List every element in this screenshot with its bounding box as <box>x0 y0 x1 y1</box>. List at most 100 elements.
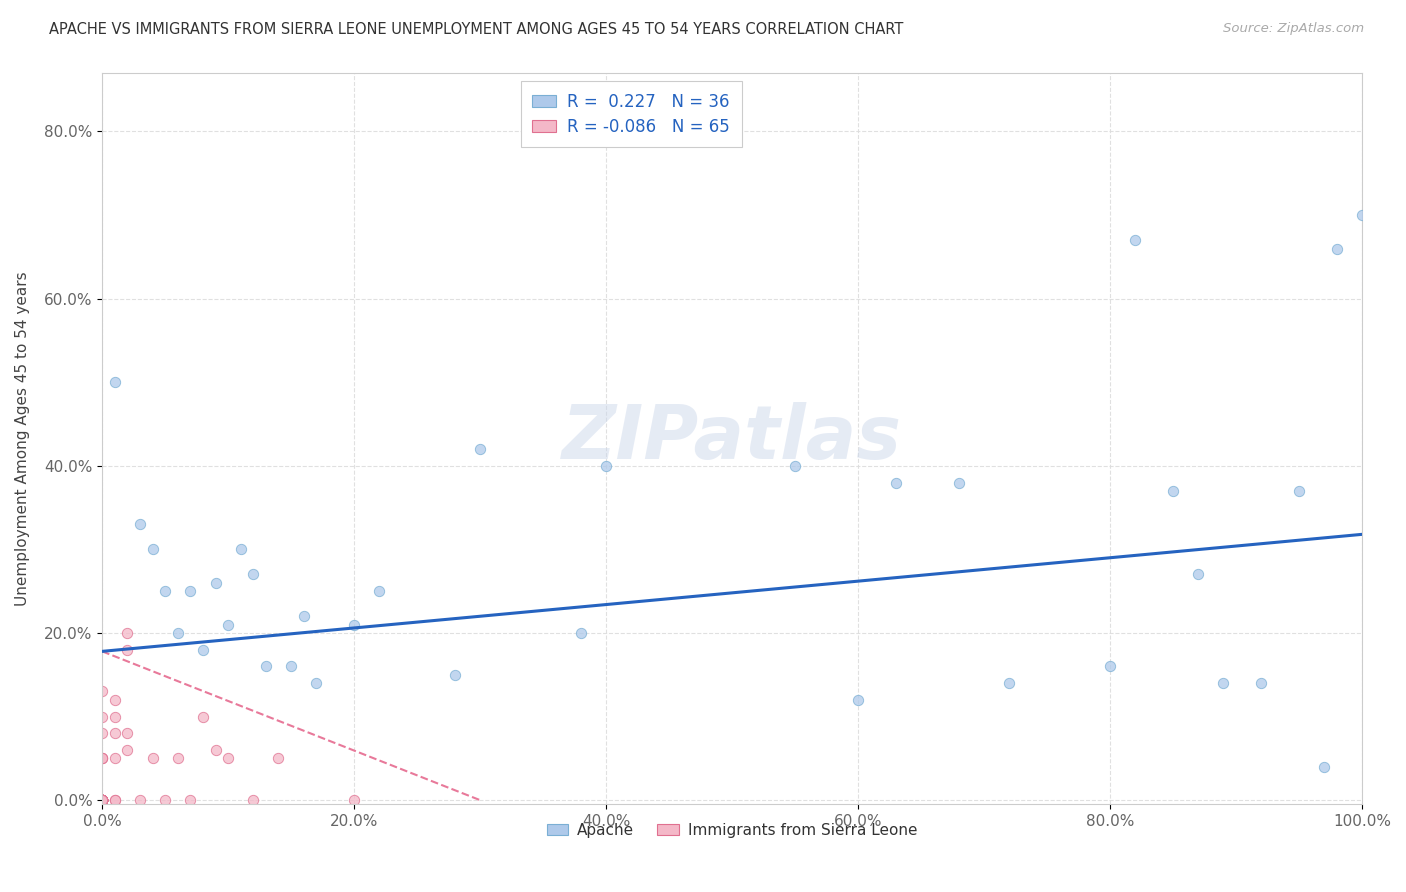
Point <box>91 793 114 807</box>
Point <box>117 642 139 657</box>
Point <box>179 584 201 599</box>
Point <box>91 709 114 723</box>
Text: ZIPatlas: ZIPatlas <box>562 402 903 475</box>
Point <box>217 617 239 632</box>
Point <box>91 751 114 765</box>
Point <box>91 793 114 807</box>
Point <box>91 793 114 807</box>
Point <box>91 793 114 807</box>
Point <box>191 709 214 723</box>
Point <box>91 793 114 807</box>
Point <box>91 793 114 807</box>
Point <box>217 751 239 765</box>
Point <box>166 626 188 640</box>
Point <box>468 442 491 456</box>
Point <box>948 475 970 490</box>
Point <box>91 793 114 807</box>
Point <box>783 458 806 473</box>
Point <box>104 793 127 807</box>
Point <box>153 584 176 599</box>
Point <box>1288 483 1310 498</box>
Point <box>91 793 114 807</box>
Point <box>305 676 328 690</box>
Point <box>104 693 127 707</box>
Point <box>1161 483 1184 498</box>
Point <box>91 793 114 807</box>
Point <box>104 709 127 723</box>
Point <box>91 793 114 807</box>
Point <box>104 726 127 740</box>
Point <box>91 793 114 807</box>
Point <box>91 726 114 740</box>
Point <box>117 726 139 740</box>
Point <box>1098 659 1121 673</box>
Point <box>444 667 467 681</box>
Point <box>91 793 114 807</box>
Point <box>117 626 139 640</box>
Point <box>242 567 264 582</box>
Point <box>267 751 290 765</box>
Point <box>91 793 114 807</box>
Point <box>91 751 114 765</box>
Point <box>595 458 617 473</box>
Point <box>1326 242 1348 256</box>
Point <box>91 793 114 807</box>
Y-axis label: Unemployment Among Ages 45 to 54 years: Unemployment Among Ages 45 to 54 years <box>15 271 30 606</box>
Point <box>91 793 114 807</box>
Point <box>141 751 163 765</box>
Point <box>998 676 1021 690</box>
Point <box>91 793 114 807</box>
Point <box>884 475 907 490</box>
Point <box>204 743 226 757</box>
Point <box>153 793 176 807</box>
Point <box>280 659 302 673</box>
Point <box>91 793 114 807</box>
Point <box>91 793 114 807</box>
Point <box>91 793 114 807</box>
Point <box>91 793 114 807</box>
Point <box>104 376 127 390</box>
Point <box>204 575 226 590</box>
Text: Source: ZipAtlas.com: Source: ZipAtlas.com <box>1223 22 1364 36</box>
Point <box>166 751 188 765</box>
Point <box>91 793 114 807</box>
Point <box>292 609 315 624</box>
Point <box>179 793 201 807</box>
Point <box>91 793 114 807</box>
Point <box>1212 676 1234 690</box>
Point <box>91 793 114 807</box>
Point <box>91 684 114 698</box>
Point <box>91 793 114 807</box>
Point <box>191 642 214 657</box>
Point <box>104 793 127 807</box>
Point <box>1250 676 1272 690</box>
Point <box>368 584 391 599</box>
Point <box>91 793 114 807</box>
Point <box>91 793 114 807</box>
Point <box>104 751 127 765</box>
Point <box>91 793 114 807</box>
Point <box>117 743 139 757</box>
Point <box>91 793 114 807</box>
Point <box>1123 233 1146 247</box>
Point <box>846 693 869 707</box>
Point <box>91 793 114 807</box>
Legend: Apache, Immigrants from Sierra Leone: Apache, Immigrants from Sierra Leone <box>541 817 924 844</box>
Point <box>91 793 114 807</box>
Point <box>91 793 114 807</box>
Text: APACHE VS IMMIGRANTS FROM SIERRA LEONE UNEMPLOYMENT AMONG AGES 45 TO 54 YEARS CO: APACHE VS IMMIGRANTS FROM SIERRA LEONE U… <box>49 22 904 37</box>
Point <box>91 793 114 807</box>
Point <box>129 793 152 807</box>
Point <box>1351 208 1374 222</box>
Point <box>1313 760 1336 774</box>
Point <box>91 793 114 807</box>
Point <box>242 793 264 807</box>
Point <box>343 793 366 807</box>
Point <box>91 793 114 807</box>
Point <box>91 793 114 807</box>
Point <box>91 793 114 807</box>
Point <box>1187 567 1209 582</box>
Point <box>91 793 114 807</box>
Point <box>91 793 114 807</box>
Point <box>141 542 163 557</box>
